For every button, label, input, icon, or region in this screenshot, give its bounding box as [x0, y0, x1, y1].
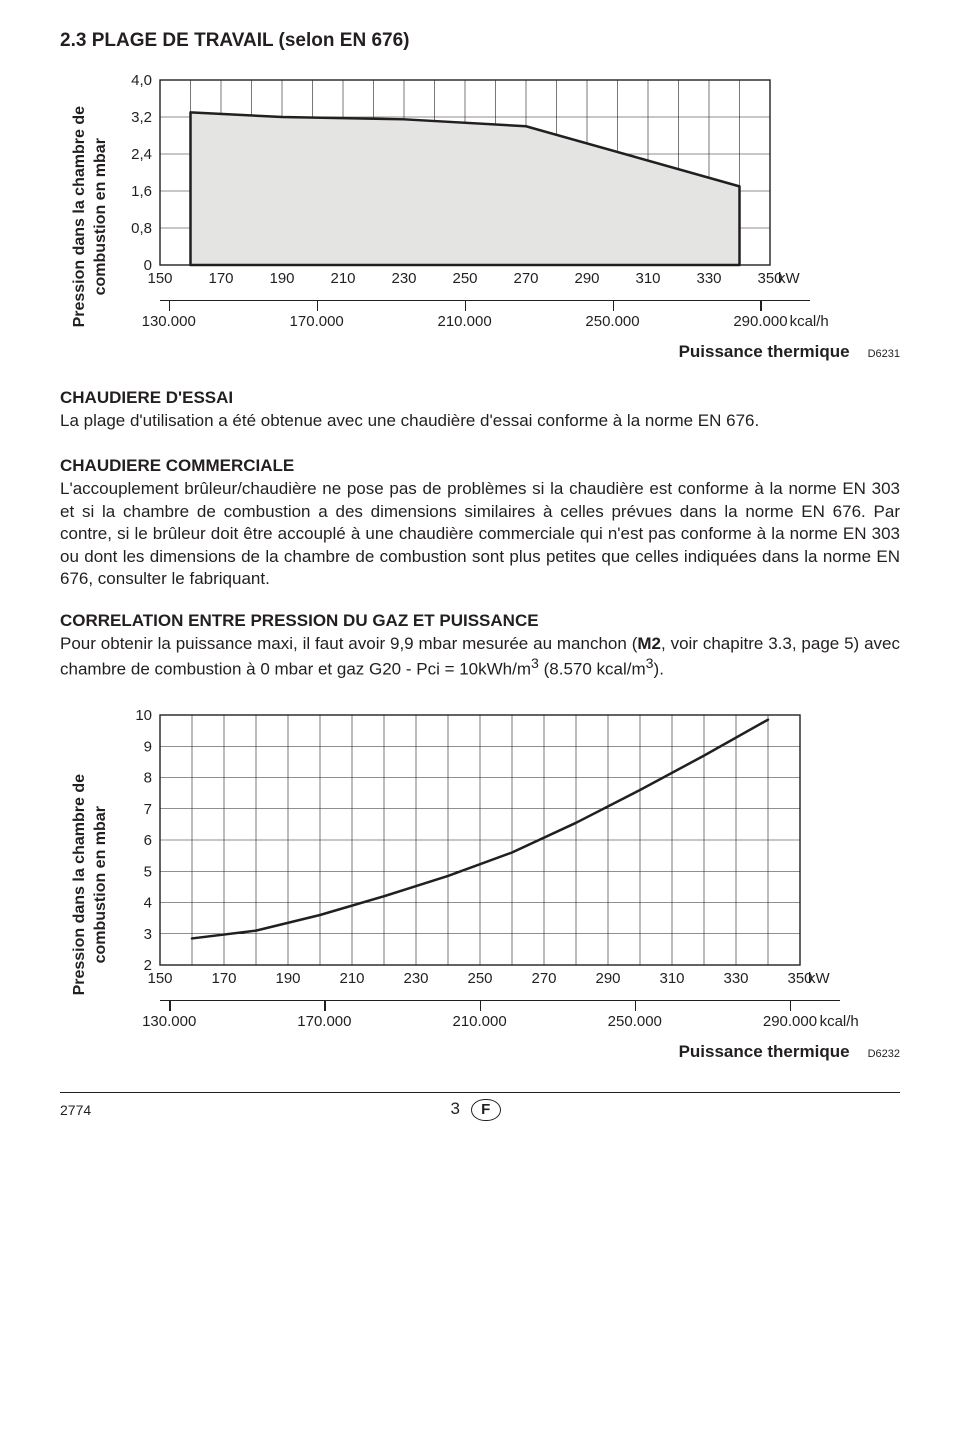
svg-text:310: 310 — [635, 270, 660, 287]
chart2-caption: Puissance thermiqueD6232 — [118, 1042, 900, 1062]
p2-title: CHAUDIERE COMMERCIALE — [60, 456, 900, 476]
svg-text:150: 150 — [147, 270, 172, 287]
svg-text:310: 310 — [659, 970, 684, 987]
svg-text:150: 150 — [147, 970, 172, 987]
chart2-plot: 2345678910150170190210230250270290310330… — [118, 707, 900, 994]
svg-text:270: 270 — [513, 270, 538, 287]
p2-body: L'accouplement brûleur/chaudière ne pose… — [60, 478, 900, 590]
svg-text:7: 7 — [143, 801, 151, 818]
svg-text:4: 4 — [143, 895, 151, 912]
svg-text:270: 270 — [531, 970, 556, 987]
svg-text:250: 250 — [467, 970, 492, 987]
p1-title: CHAUDIERE D'ESSAI — [60, 388, 900, 408]
svg-text:4,0: 4,0 — [131, 72, 152, 89]
chart1-caption: Puissance thermiqueD6231 — [118, 342, 900, 362]
svg-text:230: 230 — [391, 270, 416, 287]
svg-text:290: 290 — [574, 270, 599, 287]
svg-text:2,4: 2,4 — [131, 146, 152, 163]
svg-text:210: 210 — [339, 970, 364, 987]
p3-body: Pour obtenir la puissance maxi, il faut … — [60, 633, 900, 682]
svg-text:190: 190 — [275, 970, 300, 987]
svg-text:170: 170 — [211, 970, 236, 987]
page-letter-icon: F — [471, 1099, 501, 1121]
svg-text:330: 330 — [723, 970, 748, 987]
svg-text:9: 9 — [143, 738, 151, 755]
footer: 2774 3 F — [60, 1099, 900, 1121]
svg-text:kW: kW — [808, 970, 831, 987]
svg-text:190: 190 — [269, 270, 294, 287]
chart2-ylabel: Pression dans la chambre de combustion e… — [70, 774, 112, 995]
footer-code: 2774 — [60, 1102, 91, 1118]
svg-text:kW: kW — [778, 270, 801, 287]
svg-text:10: 10 — [135, 707, 152, 724]
chart1-block: Pression dans la chambre de combustion e… — [70, 72, 900, 362]
svg-text:250: 250 — [452, 270, 477, 287]
svg-text:230: 230 — [403, 970, 428, 987]
svg-text:3,2: 3,2 — [131, 109, 152, 126]
page-number: 3 — [450, 1099, 459, 1118]
svg-text:8: 8 — [143, 770, 151, 787]
svg-text:3: 3 — [143, 926, 151, 943]
p3-title: CORRELATION ENTRE PRESSION DU GAZ ET PUI… — [60, 611, 900, 631]
chart1-x2axis: 130.000170.000210.000250.000290.000kcal/… — [160, 300, 810, 334]
footer-rule — [60, 1092, 900, 1093]
chart2-block: Pression dans la chambre de combustion e… — [70, 707, 900, 1062]
svg-text:1,6: 1,6 — [131, 183, 152, 200]
svg-text:0,8: 0,8 — [131, 220, 152, 237]
chart2-x2axis: 130.000170.000210.000250.000290.000kcal/… — [160, 1000, 840, 1034]
svg-text:290: 290 — [595, 970, 620, 987]
p1-body: La plage d'utilisation a été obtenue ave… — [60, 410, 900, 432]
chart1-ylabel: Pression dans la chambre de combustion e… — [70, 106, 112, 327]
svg-text:170: 170 — [208, 270, 233, 287]
svg-text:330: 330 — [696, 270, 721, 287]
section-title: 2.3 PLAGE DE TRAVAIL (selon EN 676) — [60, 30, 900, 52]
chart1-plot: 00,81,62,43,24,0150170190210230250270290… — [118, 72, 900, 294]
svg-text:5: 5 — [143, 863, 151, 880]
svg-text:210: 210 — [330, 270, 355, 287]
svg-text:6: 6 — [143, 832, 151, 849]
